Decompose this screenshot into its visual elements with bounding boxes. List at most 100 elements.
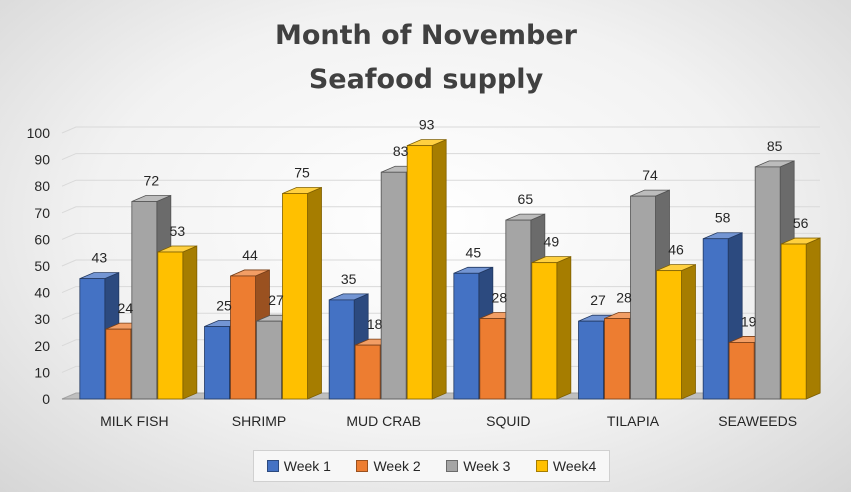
bar-front	[728, 342, 755, 400]
bar-week4	[531, 256, 572, 400]
y-tick-label: 10	[34, 364, 50, 380]
bar-side	[556, 256, 572, 400]
bar-group	[79, 139, 821, 400]
bar-front	[204, 326, 230, 400]
gridline	[61, 259, 820, 267]
bar-week4	[157, 245, 198, 400]
y-tick-label: 80	[34, 178, 50, 194]
bar-front	[630, 195, 656, 400]
data-label: 27	[590, 292, 606, 308]
legend-label: Week 3	[463, 458, 511, 474]
bar-front	[531, 262, 558, 400]
x-category-label: SHRIMP	[232, 413, 286, 429]
bar-front	[505, 219, 532, 400]
data-label: 44	[242, 247, 258, 263]
bar-week4	[656, 264, 696, 400]
y-tick-label: 40	[34, 285, 50, 301]
data-label: 24	[118, 300, 134, 316]
data-label: 49	[544, 234, 560, 250]
chart-title-line-2: Seafood supply	[309, 64, 544, 95]
legend-item: Week4	[535, 458, 597, 474]
y-tick-label: 20	[34, 338, 50, 354]
gridline	[61, 339, 820, 347]
bar-front	[578, 320, 604, 400]
bar-front	[354, 344, 381, 400]
y-axis: 0 10 20 30 40 50 60 70 80 90 100	[27, 125, 51, 407]
data-label: 56	[793, 215, 809, 231]
bar-front	[604, 318, 630, 400]
bar-front	[702, 238, 729, 400]
chart-title-line-1: Month of November	[275, 20, 578, 51]
bar-front	[79, 278, 106, 400]
legend-item: Week 1	[266, 458, 331, 474]
bar-week4	[406, 139, 447, 400]
y-tick-label: 70	[34, 205, 50, 221]
data-label: 75	[294, 165, 310, 181]
gridline	[61, 365, 820, 373]
gridlines	[61, 126, 820, 373]
bar-front	[282, 193, 308, 400]
y-tick-label: 0	[42, 391, 50, 407]
gridline	[61, 232, 820, 240]
data-label: 19	[741, 313, 757, 329]
bar-front	[380, 171, 407, 400]
bar-side	[182, 245, 198, 400]
data-labels: 43 24 72 53 25 44 27 75 35 18 83 93 45 28 65 49 27 28 74 46…	[92, 117, 809, 333]
legend-label: Week 1	[283, 458, 331, 474]
bar-front	[754, 166, 781, 400]
bar-side	[307, 186, 322, 400]
y-tick-label: 90	[34, 152, 50, 168]
y-tick-label: 100	[27, 125, 51, 141]
legend-label: Week4	[552, 458, 597, 474]
bar-front	[256, 320, 282, 400]
bar-front	[479, 318, 506, 400]
data-label: 35	[341, 271, 357, 287]
x-category-label: SEAWEEDS	[718, 413, 797, 429]
data-label: 43	[92, 250, 108, 266]
data-label: 53	[170, 223, 186, 239]
gridline	[61, 206, 820, 214]
legend-item: Week 2	[356, 458, 421, 474]
legend-label: Week 2	[373, 458, 421, 474]
x-axis: MILK FISH SHRIMP MUD CRAB SQUID TILAPIA SEAWE…	[100, 413, 797, 429]
x-category-label: SQUID	[486, 413, 530, 429]
data-label: 28	[492, 290, 508, 306]
bar-front	[780, 243, 807, 400]
legend-swatch	[446, 460, 459, 472]
data-label: 18	[367, 316, 383, 332]
data-label: 28	[616, 290, 632, 306]
data-label: 65	[518, 191, 534, 207]
y-tick-label: 30	[34, 311, 50, 327]
bar-week4	[282, 186, 322, 400]
data-label: 83	[393, 143, 409, 159]
x-category-label: MILK FISH	[100, 413, 168, 429]
bar-front	[328, 299, 355, 400]
data-label: 58	[715, 210, 731, 226]
data-label: 93	[419, 117, 435, 133]
data-label: 85	[767, 138, 783, 154]
gridline	[61, 312, 820, 320]
bar-side	[805, 237, 821, 400]
bar-front	[453, 272, 480, 400]
y-tick-label: 60	[34, 231, 50, 247]
gridline	[61, 126, 820, 134]
legend: Week 1 Week 2 Week 3 Week4	[253, 450, 610, 482]
bar-front	[131, 201, 158, 400]
legend-item: Week 3	[446, 458, 510, 474]
data-label: 27	[268, 292, 284, 308]
legend-swatch	[356, 460, 369, 472]
y-tick-label: 50	[34, 258, 50, 274]
bar-side	[431, 139, 447, 400]
data-label: 25	[216, 298, 232, 314]
x-category-label: TILAPIA	[607, 413, 660, 429]
x-category-label: MUD CRAB	[346, 413, 421, 429]
legend-swatch	[266, 460, 279, 472]
bar-side	[681, 264, 696, 400]
legend-swatch	[535, 460, 548, 472]
bar-front	[157, 251, 184, 400]
data-label: 46	[668, 242, 684, 258]
gridline	[61, 286, 820, 294]
bar-week4	[780, 237, 821, 400]
data-label: 45	[466, 244, 482, 260]
